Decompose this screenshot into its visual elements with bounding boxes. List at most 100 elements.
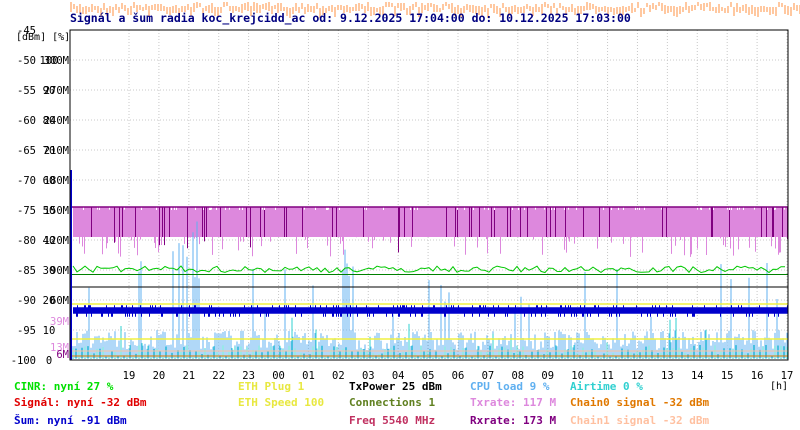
title-band-mark	[97, 6, 99, 13]
y-tick-rate: 150M	[44, 205, 69, 217]
title-band-mark	[325, 8, 327, 13]
title-band-mark	[478, 6, 480, 15]
title-band-mark	[85, 6, 87, 14]
x-tick-label: 11	[601, 370, 614, 382]
x-tick-label: 08	[511, 370, 524, 382]
title-band-mark	[793, 3, 795, 10]
title-band-mark	[394, 6, 396, 16]
title-band-mark	[658, 2, 660, 6]
title-band-mark	[364, 6, 366, 13]
title-band-mark	[538, 7, 540, 12]
title-band-mark	[385, 2, 387, 7]
title-band-mark	[451, 3, 453, 13]
title-band-mark	[88, 7, 90, 12]
y-tick-dbm: -75	[17, 205, 36, 217]
title-band-mark	[568, 7, 570, 12]
title-band-mark	[454, 7, 456, 16]
title-band-mark	[628, 6, 630, 11]
y-tick-percent: 50	[43, 205, 56, 217]
title-band-mark	[502, 3, 504, 8]
title-band-mark	[79, 4, 81, 13]
y-tick-percent: 80	[43, 115, 56, 127]
title-band-mark	[589, 3, 591, 10]
title-band-mark	[406, 8, 408, 15]
title-band-mark	[388, 2, 390, 7]
legend: CINR: nyní 27 % Signál: nyní -32 dBm Šum: …	[14, 380, 709, 427]
title-band-mark	[424, 5, 426, 10]
y-tick-dbm: -60	[17, 115, 36, 127]
title-band-mark	[517, 7, 519, 14]
y-tick-dbm: -85	[17, 265, 36, 277]
plot-frame	[69, 29, 789, 361]
title-band-mark	[313, 6, 315, 13]
title-band-mark	[379, 7, 381, 15]
title-band-mark	[556, 8, 558, 16]
y-tick-percent: 100	[40, 55, 59, 67]
title-band-mark	[271, 6, 273, 14]
x-tick-label: 02	[332, 370, 345, 382]
title-band-mark	[133, 2, 135, 8]
title-band-mark	[463, 6, 465, 13]
title-band-mark	[412, 4, 414, 10]
title-band-mark	[94, 6, 96, 10]
title-band-mark	[103, 3, 105, 10]
title-band-mark	[709, 2, 711, 11]
y-tick-rate: 90M	[50, 265, 69, 277]
title-band-mark	[265, 3, 267, 10]
title-band-mark	[415, 2, 417, 7]
title-band-mark	[166, 7, 168, 14]
y-tick-rate-small: 39M	[50, 316, 69, 328]
title-band-mark	[178, 8, 180, 14]
title-band-mark	[745, 4, 747, 13]
title-band-mark	[181, 6, 183, 12]
title-band-mark	[403, 3, 405, 10]
title-band-mark	[661, 3, 663, 11]
title-band-mark	[283, 7, 285, 11]
title-band-mark	[436, 5, 438, 12]
title-band-mark	[730, 2, 732, 7]
cinr-line	[72, 265, 786, 274]
title-band-mark	[472, 5, 474, 13]
title-band-mark	[460, 8, 462, 17]
title-band-mark	[358, 3, 360, 11]
title-band-mark	[499, 8, 501, 17]
title-band-mark	[700, 4, 702, 10]
title-band-mark	[256, 3, 258, 13]
title-band-mark	[466, 4, 468, 10]
y-tick-rate-small: 6M	[56, 349, 69, 361]
title-band-mark	[766, 7, 768, 12]
y-tick-rate-small: 13M	[50, 342, 69, 354]
title-band-mark	[751, 5, 753, 14]
title-band-mark	[109, 6, 111, 13]
y-tick-percent: 40	[43, 235, 56, 247]
title-band-mark	[295, 3, 297, 11]
title-band-mark	[775, 7, 777, 16]
title-band-mark	[445, 2, 447, 6]
x-tick-label: 13	[661, 370, 674, 382]
title-band-mark	[544, 2, 546, 7]
title-band-mark	[748, 7, 750, 15]
title-band-mark	[667, 6, 669, 13]
title-band-mark	[223, 2, 225, 7]
y-tick-percent: 60	[43, 175, 56, 187]
title-band-mark	[220, 7, 222, 13]
title-band-mark	[307, 4, 309, 12]
y-tick-dbm: -45	[17, 25, 36, 37]
title-band-mark	[139, 5, 141, 10]
legend-item: TxPower 25 dBm	[349, 380, 442, 393]
title-band-mark	[697, 2, 699, 6]
legend-item: Šum: nyní -91 dBm	[14, 414, 127, 427]
title-band-mark	[334, 7, 336, 17]
title-band-mark	[760, 6, 762, 12]
title-band-mark	[376, 8, 378, 12]
title-band-mark	[676, 7, 678, 17]
title-band-mark	[742, 5, 744, 11]
y-tick-rate: 300M	[44, 55, 69, 67]
x-tick-label: 17	[781, 370, 794, 382]
title-band-mark	[382, 6, 384, 15]
title-band-mark	[469, 5, 471, 12]
title-band-mark	[685, 2, 687, 10]
title-band-mark	[595, 6, 597, 14]
title-band-mark	[316, 3, 318, 9]
header-units: [dBm] [%]	[16, 32, 70, 43]
